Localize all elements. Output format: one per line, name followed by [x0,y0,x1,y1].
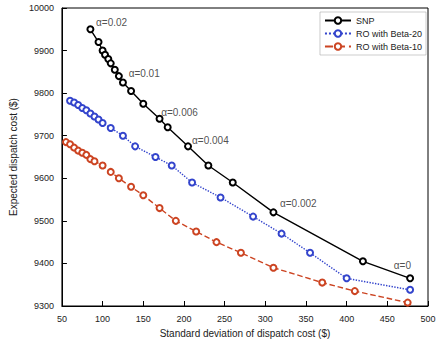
svg-text:200: 200 [176,314,191,324]
svg-text:300: 300 [258,314,273,324]
svg-text:9600: 9600 [34,173,54,183]
svg-text:α=0.02: α=0.02 [96,17,128,28]
svg-text:450: 450 [380,314,395,324]
svg-text:SNP: SNP [356,16,375,26]
svg-text:350: 350 [298,314,313,324]
svg-text:9400: 9400 [34,258,54,268]
svg-text:α=0.006: α=0.006 [161,107,198,118]
svg-text:9900: 9900 [34,46,54,56]
svg-text:9800: 9800 [34,88,54,98]
svg-text:9700: 9700 [34,131,54,141]
svg-text:α=0.002: α=0.002 [280,198,317,209]
svg-text:Expected dispatch cost ($): Expected dispatch cost ($) [8,98,19,216]
svg-text:150: 150 [136,314,151,324]
svg-text:9500: 9500 [34,216,54,226]
svg-text:α=0: α=0 [394,260,412,271]
svg-text:α=0.004: α=0.004 [192,135,229,146]
svg-text:250: 250 [217,314,232,324]
svg-text:10000: 10000 [29,3,54,13]
svg-text:400: 400 [339,314,354,324]
svg-text:RO with Beta-20: RO with Beta-20 [356,29,422,39]
svg-text:RO with Beta-10: RO with Beta-10 [356,42,422,52]
svg-text:α=0.01: α=0.01 [129,68,161,79]
svg-text:50: 50 [57,314,67,324]
svg-text:9300: 9300 [34,301,54,311]
svg-text:100: 100 [95,314,110,324]
svg-text:Standard deviation of dispatch: Standard deviation of dispatch cost ($) [160,328,331,339]
svg-text:500: 500 [420,314,435,324]
